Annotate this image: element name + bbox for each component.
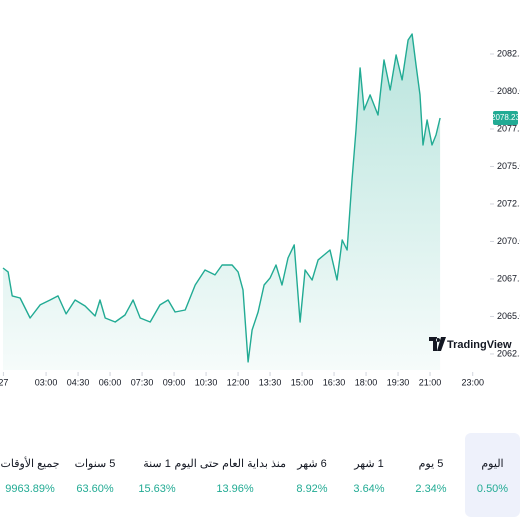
y-tick-label: 2080.00 <box>497 86 520 96</box>
period-change: 9963.89% <box>5 483 55 495</box>
logo[interactable]: TradingView <box>429 337 512 351</box>
x-tick-label: 04:30 <box>67 377 90 387</box>
y-tick-label: 2077.50 <box>497 123 520 133</box>
period-change: 13.96% <box>216 483 254 495</box>
period-label: 5 سنوات <box>74 458 116 470</box>
area-fill <box>3 34 441 370</box>
period-label: 1 سنة <box>143 458 171 470</box>
period-label: 1 شهر <box>354 458 384 470</box>
y-tick-label: 2065.00 <box>497 311 520 321</box>
x-tick-label: 03:00 <box>35 377 58 387</box>
period-label: جميع الأوقات <box>0 458 60 470</box>
period-label: 5 يوم <box>418 458 444 470</box>
price-line <box>2 33 441 363</box>
period-change: 63.60% <box>76 483 114 495</box>
period-tab[interactable]: 6 شهر 8.92% <box>286 433 338 517</box>
period-change: 2.34% <box>415 483 447 495</box>
logo-text: TradingView <box>447 339 512 351</box>
period-tab[interactable]: منذ بداية العام حتى اليوم 13.96% <box>174 433 286 517</box>
period-change: 3.64% <box>353 483 385 495</box>
period-label: 6 شهر <box>297 458 327 470</box>
period-tab[interactable]: 5 سنوات 63.60% <box>60 433 130 517</box>
y-tick-label: 2082.50 <box>497 48 520 58</box>
y-tick-label: 2062.50 <box>497 348 520 358</box>
period-tabs: اليوم 0.50% 5 يوم 2.34% 1 شهر 3.64% 6 شهر 8.92%… <box>0 433 520 517</box>
x-tick-label: 09:00 <box>163 377 186 387</box>
x-tick-label: 16:30 <box>323 377 346 387</box>
x-tick-label: 12:00 <box>227 377 250 387</box>
x-tick-label: 27 <box>0 377 8 387</box>
x-tick-label: 13:30 <box>259 377 282 387</box>
x-tick-label: 23:00 <box>461 377 484 387</box>
period-tab[interactable]: 1 شهر 3.64% <box>338 433 400 517</box>
x-tick-label: 10:30 <box>195 377 218 387</box>
x-tick-label: 06:00 <box>99 377 122 387</box>
x-tick-label: 15:00 <box>291 377 314 387</box>
logo-icon <box>429 337 446 351</box>
chart: TradingView 2062.50 2065.00 2067.50 2070.00… <box>0 33 520 387</box>
y-tick-label: 2070.00 <box>497 236 520 246</box>
period-change: 0.50% <box>476 483 509 495</box>
period-tab[interactable]: جميع الأوقات 9963.89% <box>0 433 60 517</box>
last-price-label: 2078.23 <box>491 113 520 122</box>
x-tick-label: 18:00 <box>355 377 378 387</box>
x-tick-label: 07:30 <box>131 377 154 387</box>
period-tab[interactable]: 5 يوم 2.34% <box>400 433 462 517</box>
period-change: 15.63% <box>138 483 176 495</box>
period-tab[interactable]: اليوم 0.50% <box>465 433 520 517</box>
x-tick-label: 21:00 <box>419 377 442 387</box>
period-change: 8.92% <box>296 483 328 495</box>
y-tick-label: 2067.50 <box>497 273 520 283</box>
x-tick-label: 19:30 <box>387 377 410 387</box>
last-price-tag <box>493 111 518 126</box>
period-label: منذ بداية العام حتى اليوم <box>174 458 286 470</box>
y-tick-label: 2075.00 <box>497 161 520 171</box>
period-tab[interactable]: 1 سنة 15.63% <box>130 433 184 517</box>
y-tick-label: 2072.50 <box>497 198 520 208</box>
period-label: اليوم <box>481 458 504 470</box>
